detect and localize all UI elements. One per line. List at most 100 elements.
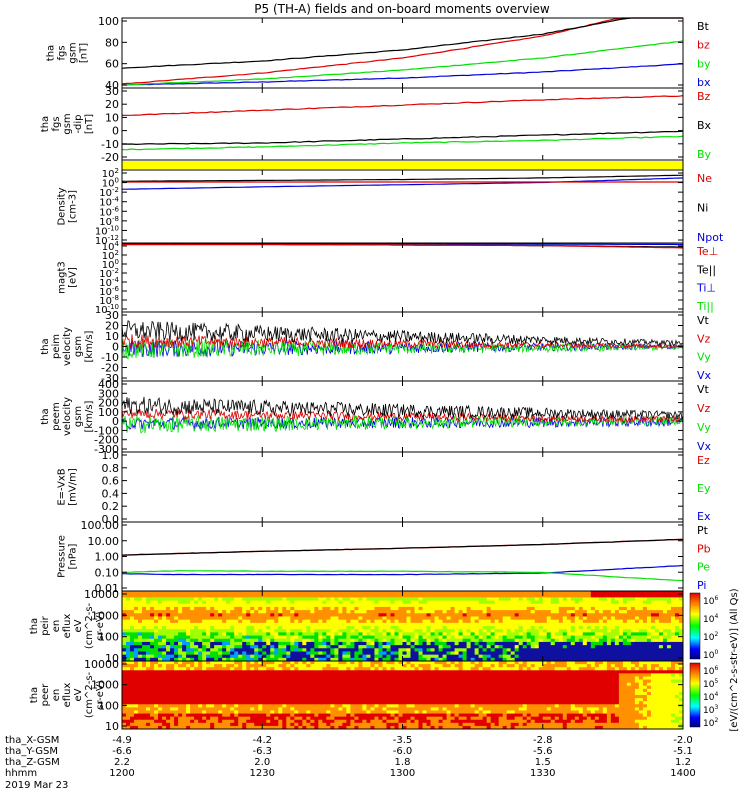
- heatmap-cell: [594, 641, 600, 646]
- heatmap-cell: [650, 619, 656, 624]
- legend-Npot: Npot: [697, 231, 724, 244]
- heatmap-cell: [346, 626, 351, 630]
- heatmap-cell: [394, 682, 399, 687]
- heatmap-cell: [382, 691, 387, 696]
- y-axis-label: sr-eV): [95, 611, 106, 640]
- heatmap-cell: [482, 594, 488, 598]
- heatmap-cell: [638, 654, 644, 659]
- heatmap-cell: [502, 641, 508, 646]
- heatmap-cell: [666, 619, 672, 624]
- series-line-Vz: [121, 408, 684, 424]
- heatmap-cell: [250, 710, 255, 715]
- heatmap-cell: [378, 645, 383, 649]
- heatmap-cell: [186, 673, 191, 677]
- heatmap-cell: [306, 600, 311, 605]
- heatmap-cell: [366, 641, 371, 646]
- heatmap-cell: [270, 701, 275, 705]
- heatmap-cell: [542, 632, 548, 637]
- heatmap-cell: [334, 704, 339, 708]
- y-tick-label: 10: [105, 652, 119, 665]
- heatmap-cell: [298, 638, 303, 643]
- heatmap-cell: [542, 641, 548, 646]
- heatmap-cell: [526, 591, 532, 595]
- heatmap-cell: [274, 710, 279, 715]
- heatmap-cell: [142, 657, 147, 662]
- heatmap-cell: [534, 606, 540, 611]
- heatmap-cell: [406, 657, 412, 662]
- heatmap-cell: [590, 616, 596, 621]
- heatmap-cell: [466, 629, 472, 633]
- heatmap-cell: [346, 682, 351, 687]
- heatmap-cell: [166, 597, 171, 602]
- heatmap-cell: [258, 713, 263, 718]
- heatmap-cell: [342, 664, 347, 668]
- heatmap-cell: [658, 600, 664, 605]
- heatmap-cell: [554, 629, 560, 633]
- heatmap-cell: [614, 629, 620, 633]
- heatmap-cell: [590, 606, 596, 611]
- heatmap-cell: [446, 651, 452, 656]
- heatmap-cell: [258, 632, 263, 637]
- heatmap-cell: [146, 654, 151, 659]
- heatmap-cell: [274, 622, 279, 627]
- heatmap-cell: [266, 641, 271, 646]
- heatmap-cell: [134, 691, 139, 696]
- heatmap-cell: [578, 648, 584, 652]
- heatmap-cell: [246, 641, 251, 646]
- heatmap-cell: [270, 613, 275, 617]
- heatmap-cell: [142, 606, 147, 611]
- heatmap-cell: [130, 606, 135, 611]
- heatmap-cell: [302, 691, 307, 696]
- heatmap-cell: [326, 698, 331, 702]
- legend-Bt: Bt: [697, 20, 710, 33]
- heatmap-cell: [286, 673, 291, 677]
- heatmap-cell: [610, 613, 616, 617]
- heatmap-cell: [246, 629, 251, 633]
- heatmap-cell: [162, 676, 167, 681]
- heatmap-cell: [626, 606, 632, 611]
- heatmap-cell: [362, 719, 367, 724]
- heatmap-cell: [454, 600, 460, 605]
- heatmap-cell: [334, 597, 339, 602]
- heatmap-cell: [382, 632, 387, 637]
- heatmap-cell: [618, 603, 624, 608]
- heatmap-cell: [262, 648, 267, 652]
- heatmap-cell: [490, 638, 496, 643]
- heatmap-cell: [218, 635, 223, 640]
- heatmap-cell: [158, 667, 163, 671]
- heatmap-cell: [382, 670, 387, 674]
- heatmap-cell: [342, 626, 347, 630]
- heatmap-cell: [170, 719, 175, 724]
- heatmap-cell: [654, 626, 660, 630]
- heatmap-cell: [158, 619, 163, 624]
- heatmap-cell: [178, 704, 183, 708]
- heatmap-cell: [438, 651, 444, 656]
- heatmap-cell: [678, 626, 684, 630]
- heatmap-cell: [386, 661, 391, 665]
- heatmap-cell: [190, 664, 195, 668]
- heatmap-cell: [130, 667, 135, 671]
- heatmap-cell: [614, 594, 620, 598]
- heatmap-cell: [486, 654, 492, 659]
- heatmap-cell: [230, 629, 235, 633]
- heatmap-cell: [298, 616, 303, 621]
- heatmap-cell: [326, 635, 331, 640]
- heatmap-cell: [214, 685, 219, 690]
- heatmap-cell: [382, 667, 387, 671]
- heatmap-cell: [390, 664, 395, 668]
- heatmap-cell: [234, 704, 239, 708]
- heatmap-cell: [214, 594, 219, 598]
- heatmap-cell: [230, 676, 235, 681]
- heatmap-cell: [618, 638, 624, 643]
- heatmap-cell: [550, 600, 556, 605]
- y-axis-label: [km/s]: [84, 330, 95, 362]
- heatmap-cell: [190, 645, 195, 649]
- heatmap-cell: [346, 641, 351, 646]
- heatmap-cell: [190, 679, 195, 684]
- heatmap-cell: [298, 722, 303, 727]
- heatmap-cell: [290, 594, 295, 598]
- heatmap-cell: [166, 635, 171, 640]
- heatmap-cell: [154, 685, 159, 690]
- heatmap-cell: [354, 704, 359, 708]
- heatmap-cell: [254, 710, 259, 715]
